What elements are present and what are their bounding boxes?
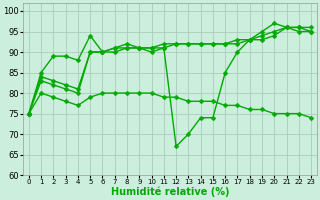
X-axis label: Humidité relative (%): Humidité relative (%)	[111, 187, 229, 197]
